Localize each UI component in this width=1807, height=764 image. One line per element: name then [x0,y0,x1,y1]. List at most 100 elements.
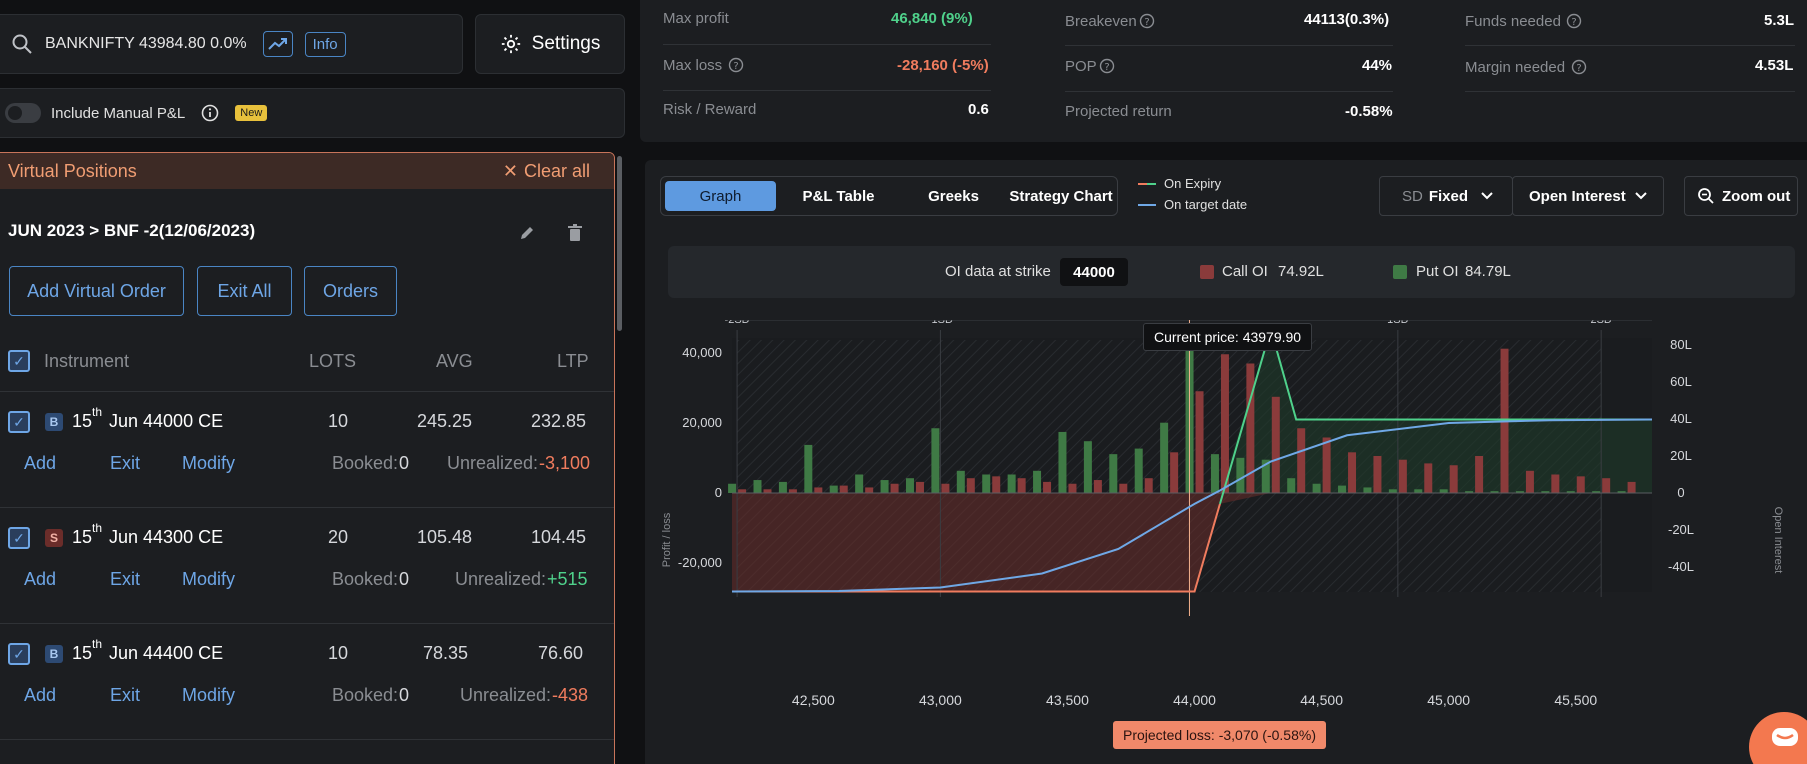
call-oi-bar [992,476,1001,493]
help-icon[interactable]: ? [1571,59,1587,75]
call-oi-bar [1602,478,1611,493]
open-interest-dropdown[interactable]: Open Interest [1512,176,1664,216]
tab-pl-table[interactable]: P&L Table [802,187,875,205]
manual-pl-toggle[interactable] [5,103,41,123]
zoom-out-label: Zoom out [1722,187,1791,205]
row-checkbox[interactable]: ✓ [8,527,30,549]
search-bar[interactable]: BANKNIFTY 43984.80 0.0% Info [0,14,463,74]
breakeven-label: Breakeven [1065,13,1137,30]
avg-value: 78.35 [423,643,469,663]
tab-graph[interactable]: Graph [665,181,776,211]
svg-text:?: ? [1571,17,1576,28]
select-all-checkbox[interactable]: ✓ [8,350,30,372]
ltp-value: 232.85 [531,411,587,431]
divider [1465,45,1795,46]
buy-badge: B [45,413,63,431]
col-ltp: LTP [557,351,589,371]
chat-icon [1772,728,1798,746]
legend-target-label: On target date [1164,197,1248,212]
exit-link[interactable]: Exit [110,453,141,473]
exit-all-button[interactable]: Exit All [197,266,292,316]
info-button[interactable]: Info [304,31,346,57]
settings-button[interactable]: Settings [475,14,625,74]
scrollbar[interactable] [617,156,622,331]
put-oi-bar [956,470,965,493]
help-icon[interactable]: ? [1139,13,1155,29]
call-oi-bar [839,485,848,493]
y-tick-label: 20,000 [682,415,722,430]
edit-icon[interactable] [518,224,536,242]
divider [663,90,991,91]
funds-needed-label: Funds needed [1465,13,1561,30]
add-virtual-order-button[interactable]: Add Virtual Order [9,266,184,316]
unrealized-value: +515 [547,569,588,589]
add-link[interactable]: Add [24,569,57,589]
put-oi-bar [1261,459,1270,493]
sd-value: Fixed [1428,187,1469,205]
virtual-positions-panel: Virtual Positions ✕ Clear all JUN 2023 > … [0,152,615,764]
exit-link[interactable]: Exit [110,685,141,705]
svg-text:?: ? [1576,63,1581,74]
y2-tick-label: 0 [1677,485,1684,500]
put-oi-bar [905,478,914,493]
max-profit-label: Max profit [663,10,729,27]
call-oi-bar [1449,465,1458,493]
help-icon[interactable]: ? [728,57,744,73]
call-oi-value: 74.92L [1278,263,1324,280]
oi-strike-input[interactable]: 44000 [1060,258,1128,286]
call-oi-bar [1043,481,1052,493]
call-oi-bar [1170,452,1179,493]
modify-link[interactable]: Modify [182,685,236,705]
tab-strategy-chart[interactable]: Strategy Chart [1009,187,1113,205]
sd-dropdown[interactable]: SD Fixed [1379,176,1513,216]
add-link[interactable]: Add [24,453,57,473]
add-link[interactable]: Add [24,685,57,705]
orders-button[interactable]: Orders [304,266,397,316]
modify-link[interactable]: Modify [182,453,236,473]
call-oi-bar [865,487,874,493]
row-checkbox[interactable]: ✓ [8,411,30,433]
info-icon[interactable] [201,104,219,122]
put-oi-label: Put OI [1416,263,1459,280]
y2-axis-label: Open Interest [1772,507,1784,574]
divider [0,507,614,508]
risk-reward-label: Risk / Reward [663,101,757,118]
call-oi-bar [1093,480,1102,493]
search-icon [12,34,32,54]
put-oi-swatch [1393,265,1407,279]
clear-all-button[interactable]: ✕ Clear all [503,161,590,182]
trash-icon[interactable] [567,224,583,242]
put-oi-bar [880,480,889,493]
row-checkbox[interactable]: ✓ [8,643,30,665]
lots-value: 10 [328,643,349,663]
svg-text:?: ? [733,61,738,72]
exit-link[interactable]: Exit [110,569,141,589]
call-oi-bar [1195,391,1204,493]
put-oi-bar [982,474,991,493]
col-instrument: Instrument [44,351,130,371]
call-oi-bar [1551,474,1560,493]
put-oi-bar [1312,483,1321,493]
call-oi-bar [890,483,899,493]
current-price-tooltip: Current price: 43979.90 [1143,323,1313,351]
virtual-positions-header: Virtual Positions ✕ Clear all [0,153,614,189]
max-loss-label: Max loss [663,57,723,74]
zoom-out-button[interactable]: Zoom out [1684,176,1798,216]
chevron-down-icon [1634,192,1647,200]
x-tick-label: 44,000 [1173,692,1216,708]
tab-greeks[interactable]: Greeks [928,187,979,205]
put-oi-bar [1160,422,1169,493]
help-icon[interactable]: ? [1566,13,1582,29]
put-oi-bar [1414,489,1423,493]
divider [1465,91,1795,92]
unrealized-label: Unrealized: [460,685,552,705]
put-oi-bar [1007,474,1016,493]
booked-label: Booked: [332,685,399,705]
payoff-chart[interactable]: -2SD -1SD 1SD 2SD 40,000 20,000 0 -20,000 80L 60L… [645,320,1807,764]
call-oi-bar [1627,481,1636,493]
instrument-name: Jun 44400 CE [109,643,224,663]
help-icon[interactable]: ? [1099,58,1115,74]
modify-link[interactable]: Modify [182,569,236,589]
call-oi-bar [738,489,747,493]
trend-chart-button[interactable] [262,31,293,57]
